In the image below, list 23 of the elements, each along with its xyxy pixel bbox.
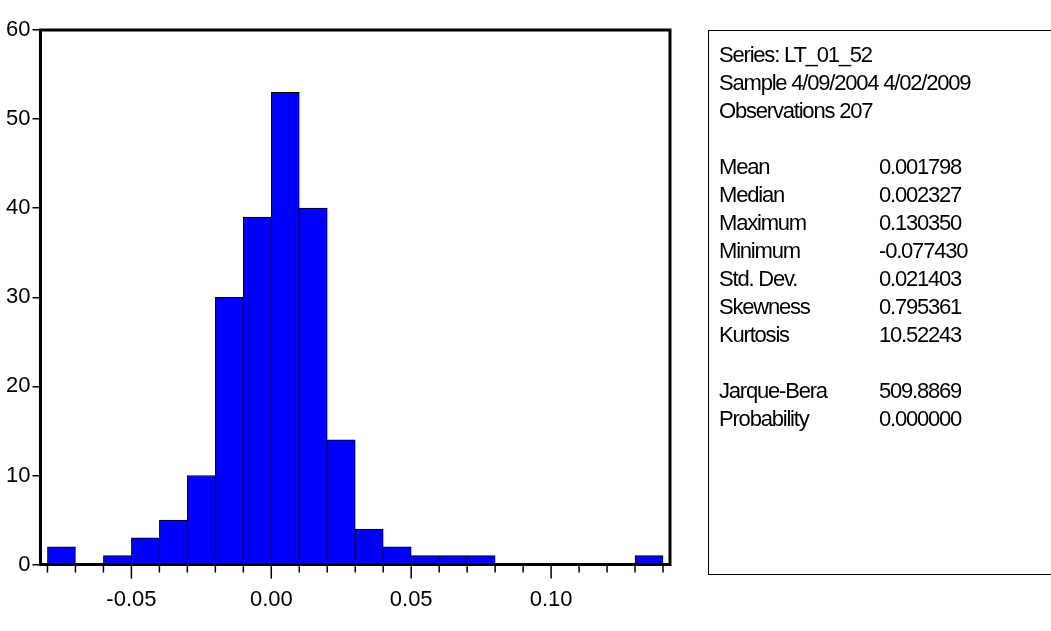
y-tick-label: 20 [5,372,31,398]
text: Observations 207 [719,97,873,125]
text: Sample 4/09/2004 4/02/2009 [719,69,971,97]
y-tick-label: 40 [5,194,31,220]
text: Minimum -0.077430 [719,238,968,263]
x-tick-label: 0.00 [249,585,293,611]
y-tick-label: 30 [5,283,31,309]
text: Kurtosis 10.52243 [719,322,962,347]
x-tick-label: -0.05 [106,585,157,611]
text: Mean 0.001798 [719,154,962,179]
text: Jarque-Bera 509.8869 [719,378,962,403]
y-tick-label: 60 [5,16,31,42]
x-tick-label: 0.10 [529,585,573,611]
text: Maximum 0.130350 [719,210,962,235]
y-tick-label: 10 [5,461,31,487]
text: Std. Dev. 0.021403 [719,266,962,291]
text: Probability 0.000000 [719,406,962,431]
y-tick-label: 0 [18,550,31,576]
x-tick-label: 0.05 [389,585,433,611]
text: Series: LT_01_52 [719,41,872,69]
text: Skewness 0.795361 [719,294,962,319]
text: Median 0.002327 [719,182,962,207]
y-tick-label: 50 [5,105,31,131]
